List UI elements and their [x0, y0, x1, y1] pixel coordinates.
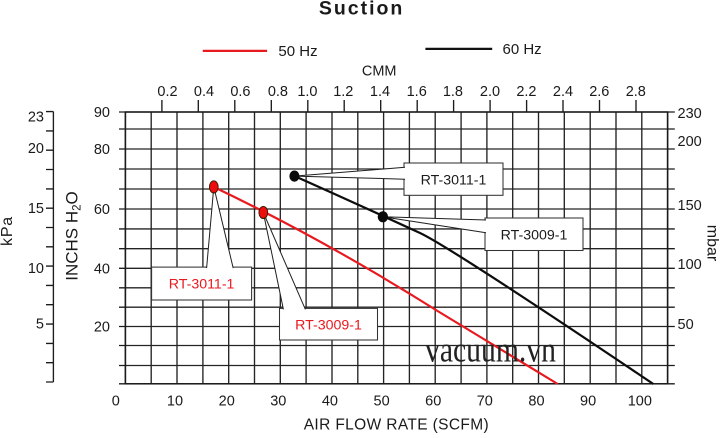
svg-text:2.6: 2.6	[589, 84, 609, 100]
svg-text:200: 200	[678, 134, 702, 150]
svg-text:80: 80	[528, 394, 544, 410]
svg-text:40: 40	[94, 262, 110, 278]
svg-text:10: 10	[167, 394, 183, 410]
svg-text:1.0: 1.0	[297, 84, 317, 100]
svg-text:2.8: 2.8	[626, 84, 646, 100]
svg-text:RT-3009-1: RT-3009-1	[501, 227, 568, 243]
svg-text:1.4: 1.4	[370, 84, 390, 100]
svg-text:5: 5	[36, 317, 44, 333]
svg-text:INCHS H2O: INCHS H2O	[63, 191, 84, 281]
svg-text:230: 230	[678, 106, 702, 122]
svg-text:0.4: 0.4	[194, 84, 214, 100]
svg-text:60 Hz: 60 Hz	[503, 41, 542, 58]
svg-text:90: 90	[580, 394, 596, 410]
svg-text:vacuum.vn: vacuum.vn	[425, 329, 556, 369]
svg-text:80: 80	[94, 142, 110, 158]
svg-text:30: 30	[270, 394, 286, 410]
svg-text:1.2: 1.2	[333, 84, 353, 100]
svg-text:100: 100	[678, 257, 702, 273]
svg-text:10: 10	[28, 261, 44, 277]
svg-text:CMM: CMM	[362, 64, 397, 80]
svg-text:0: 0	[112, 394, 120, 410]
svg-text:kPa: kPa	[0, 216, 16, 246]
svg-text:RT-3009-1: RT-3009-1	[295, 317, 362, 333]
svg-text:20: 20	[94, 320, 110, 336]
svg-text:2.2: 2.2	[516, 84, 536, 100]
svg-text:15: 15	[28, 201, 44, 217]
svg-text:100: 100	[628, 394, 652, 410]
svg-text:60: 60	[94, 202, 110, 218]
svg-text:2.4: 2.4	[553, 84, 573, 100]
svg-text:70: 70	[477, 394, 493, 410]
svg-text:Suction: Suction	[319, 0, 405, 20]
svg-text:1.6: 1.6	[407, 84, 427, 100]
svg-text:0.6: 0.6	[230, 84, 250, 100]
svg-text:50 Hz: 50 Hz	[278, 43, 317, 60]
svg-text:60: 60	[425, 394, 441, 410]
svg-text:mbar: mbar	[704, 225, 720, 262]
svg-text:0.2: 0.2	[157, 84, 177, 100]
svg-text:20: 20	[28, 141, 44, 157]
svg-text:50: 50	[678, 317, 694, 333]
svg-text:90: 90	[94, 105, 110, 121]
svg-text:RT-3011-1: RT-3011-1	[421, 172, 487, 188]
svg-text:2.0: 2.0	[480, 84, 500, 100]
svg-text:1.8: 1.8	[443, 84, 463, 100]
svg-text:50: 50	[374, 394, 390, 410]
svg-text:20: 20	[219, 394, 235, 410]
svg-text:RT-3011-1: RT-3011-1	[169, 277, 235, 293]
svg-text:0.8: 0.8	[268, 84, 288, 100]
svg-text:150: 150	[678, 198, 702, 214]
svg-text:AIR FLOW RATE (SCFM): AIR FLOW RATE (SCFM)	[304, 417, 489, 433]
svg-text:40: 40	[322, 394, 338, 410]
svg-text:23: 23	[28, 109, 44, 125]
